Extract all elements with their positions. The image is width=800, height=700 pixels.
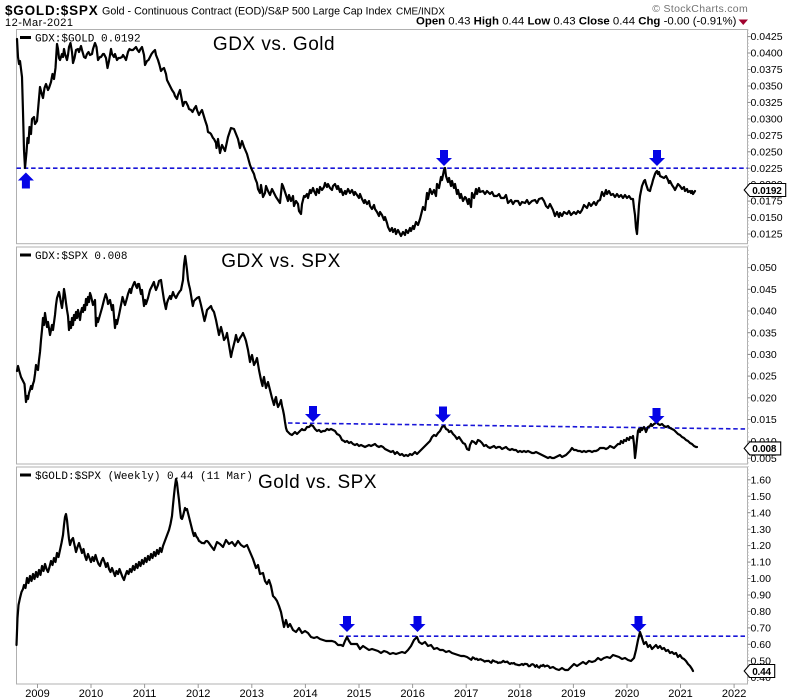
svg-text:2017: 2017 bbox=[454, 688, 478, 700]
svg-text:2013: 2013 bbox=[240, 688, 264, 700]
svg-text:0.008: 0.008 bbox=[752, 444, 777, 455]
svg-text:0.025: 0.025 bbox=[751, 371, 777, 383]
svg-text:$GOLD:$SPX (Weekly) 0.44 (11 M: $GOLD:$SPX (Weekly) 0.44 (11 Mar) bbox=[35, 471, 253, 483]
svg-text:0.030: 0.030 bbox=[751, 349, 777, 361]
svg-text:0.80: 0.80 bbox=[751, 606, 772, 618]
svg-text:1.20: 1.20 bbox=[751, 540, 772, 552]
svg-text:0.045: 0.045 bbox=[751, 284, 777, 296]
svg-text:0.035: 0.035 bbox=[751, 327, 777, 339]
svg-text:0.60: 0.60 bbox=[751, 639, 772, 651]
svg-text:2020: 2020 bbox=[615, 688, 639, 700]
svg-text:© StockCharts.com: © StockCharts.com bbox=[652, 3, 748, 15]
svg-text:0.0192: 0.0192 bbox=[752, 186, 782, 197]
svg-text:0.90: 0.90 bbox=[751, 590, 772, 602]
svg-text:0.0175: 0.0175 bbox=[751, 196, 783, 208]
svg-text:0.050: 0.050 bbox=[751, 262, 777, 274]
svg-text:2010: 2010 bbox=[79, 688, 103, 700]
svg-text:0.040: 0.040 bbox=[751, 306, 777, 318]
svg-text:GDX vs. SPX: GDX vs. SPX bbox=[221, 251, 341, 272]
svg-text:2021: 2021 bbox=[668, 688, 692, 700]
svg-text:12-Mar-2021: 12-Mar-2021 bbox=[5, 17, 73, 29]
svg-text:1.50: 1.50 bbox=[751, 491, 772, 503]
svg-text:1.40: 1.40 bbox=[751, 507, 772, 519]
svg-text:0.0275: 0.0275 bbox=[751, 130, 783, 142]
svg-text:0.0375: 0.0375 bbox=[751, 64, 783, 76]
svg-text:Gold - Continuous Contract (EO: Gold - Continuous Contract (EOD)/S&P 500… bbox=[102, 6, 392, 18]
svg-text:2022: 2022 bbox=[722, 688, 746, 700]
svg-text:Gold vs. SPX: Gold vs. SPX bbox=[258, 472, 377, 493]
svg-text:0.70: 0.70 bbox=[751, 623, 772, 635]
svg-text:0.0125: 0.0125 bbox=[751, 229, 783, 241]
svg-text:0.0150: 0.0150 bbox=[751, 212, 783, 224]
svg-text:0.0225: 0.0225 bbox=[751, 163, 783, 175]
svg-text:0.0300: 0.0300 bbox=[751, 114, 783, 126]
svg-text:0.0325: 0.0325 bbox=[751, 97, 783, 109]
svg-text:1.30: 1.30 bbox=[751, 524, 772, 536]
svg-text:2018: 2018 bbox=[508, 688, 532, 700]
svg-text:GDX:$SPX 0.008: GDX:$SPX 0.008 bbox=[35, 251, 127, 263]
svg-text:0.0425: 0.0425 bbox=[751, 31, 783, 43]
svg-text:0.0400: 0.0400 bbox=[751, 48, 783, 60]
svg-text:GDX vs. Gold: GDX vs. Gold bbox=[213, 34, 335, 55]
svg-text:$GOLD:$SPX: $GOLD:$SPX bbox=[5, 3, 99, 18]
svg-text:0.005: 0.005 bbox=[751, 453, 777, 465]
svg-text:0.0350: 0.0350 bbox=[751, 81, 783, 93]
svg-text:2016: 2016 bbox=[400, 688, 424, 700]
svg-text:2019: 2019 bbox=[561, 688, 585, 700]
svg-text:Open 0.43 High 0.44 Low 0.43 C: Open 0.43 High 0.44 Low 0.43 Close 0.44 … bbox=[416, 15, 737, 27]
svg-text:1.00: 1.00 bbox=[751, 573, 772, 585]
svg-text:2012: 2012 bbox=[186, 688, 210, 700]
svg-text:2015: 2015 bbox=[347, 688, 371, 700]
svg-text:0.44: 0.44 bbox=[752, 667, 771, 678]
svg-text:2011: 2011 bbox=[133, 688, 157, 700]
svg-text:0.0250: 0.0250 bbox=[751, 146, 783, 158]
svg-text:2009: 2009 bbox=[25, 688, 49, 700]
svg-text:GDX:$GOLD 0.0192: GDX:$GOLD 0.0192 bbox=[35, 34, 141, 46]
svg-text:0.015: 0.015 bbox=[751, 414, 777, 426]
svg-text:CME/INDX: CME/INDX bbox=[396, 7, 445, 18]
svg-text:2014: 2014 bbox=[293, 688, 317, 700]
svg-text:1.60: 1.60 bbox=[751, 474, 772, 486]
svg-text:1.10: 1.10 bbox=[751, 557, 772, 569]
svg-text:0.020: 0.020 bbox=[751, 392, 777, 404]
